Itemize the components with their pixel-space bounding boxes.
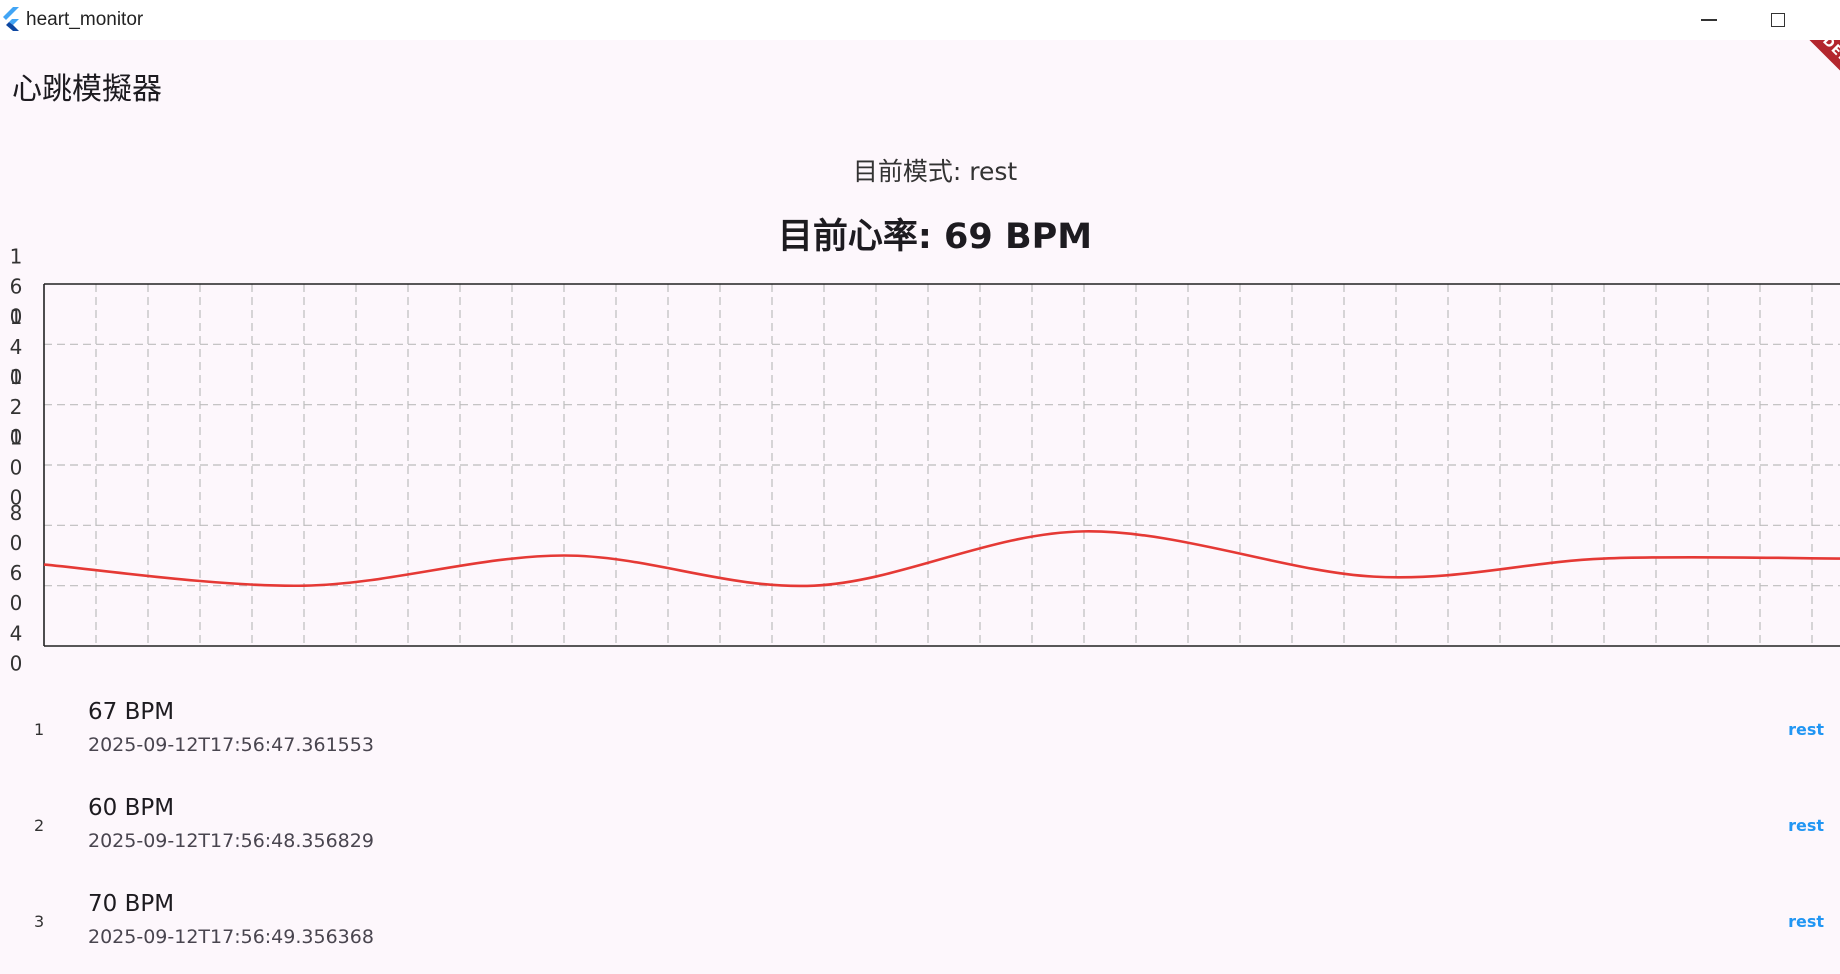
list-item-bpm: 67 BPM [88,699,175,725]
list-item-mode: rest [1788,720,1824,739]
maximize-button[interactable] [1742,0,1814,40]
list-item-mode: rest [1788,816,1824,835]
debug-banner-label: DEBUG [1793,40,1840,110]
minimize-icon [1701,19,1717,21]
current-bpm-label: 目前心率: 69 BPM [777,217,1093,257]
heart-rate-series-line [43,530,1840,588]
list-item-bpm: 60 BPM [88,795,175,821]
list-item-mode: rest [1788,912,1824,931]
maximize-icon [1771,13,1785,27]
list-item[interactable]: 1 67 BPM 2025-09-12T17:56:47.361553 rest [0,686,1840,782]
list-item[interactable]: 3 70 BPM 2025-09-12T17:56:49.356368 rest [0,878,1840,974]
list-item-index: 3 [34,912,45,931]
debug-banner: DEBUG [1770,40,1840,110]
list-item-timestamp: 2025-09-12T17:56:48.356829 [88,830,374,852]
flutter-logo-icon [3,7,19,31]
list-item-bpm: 70 BPM [88,891,175,917]
heart-rate-list: 1 67 BPM 2025-09-12T17:56:47.361553 rest… [0,686,1840,974]
list-item-index: 1 [34,720,45,739]
window-title: heart_monitor [26,9,144,30]
title-bar: heart_monitor [0,0,1840,40]
minimize-button[interactable] [1673,0,1745,40]
list-item-index: 2 [34,816,45,835]
list-item[interactable]: 2 60 BPM 2025-09-12T17:56:48.356829 rest [0,782,1840,878]
heart-rate-chart: 4 0 6 0 8 01 0 01 2 01 4 01 6 0 [10,248,1840,676]
list-item-timestamp: 2025-09-12T17:56:49.356368 [88,926,374,948]
current-mode-label: 目前模式: rest [852,157,1018,186]
app-title: 心跳模擬器 [12,72,162,107]
list-item-timestamp: 2025-09-12T17:56:47.361553 [88,734,374,756]
